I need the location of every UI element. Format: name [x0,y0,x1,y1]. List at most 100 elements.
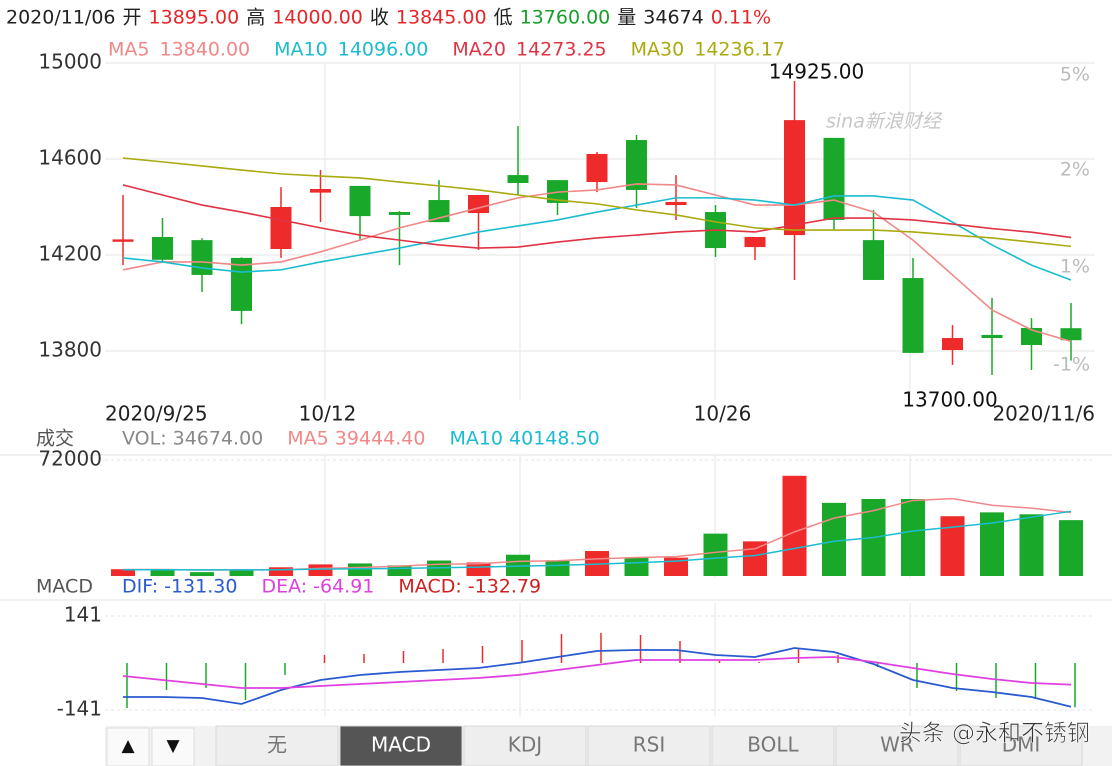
x-tick-label: 2020/11/6 [992,402,1095,426]
candle-body [191,240,213,275]
header-item: 量 [617,7,636,29]
arrow-label[interactable]: ▼ [166,736,180,756]
legend-value: -64.91 [313,576,374,598]
tab[interactable] [835,725,959,766]
volume-bar [1059,520,1083,576]
volume-bar [664,557,688,576]
volume-bar [822,502,846,576]
tab[interactable] [587,725,711,766]
volume-bar [782,475,807,576]
legend-name: DIF: [122,576,158,598]
x-tick-label: 10/26 [694,402,752,426]
right-axis-label: 5% [1060,64,1090,86]
volume-bar [743,541,767,576]
legend-value: 40148.50 [509,428,600,450]
tab[interactable] [215,725,339,766]
candle-body [863,240,884,280]
legend-name: VOL: [122,428,167,450]
header-item: 14000.00 [272,7,363,29]
header-item: 高 [246,7,265,29]
ma-line [122,195,1072,281]
tab-label[interactable]: RSI [633,733,666,757]
candle-body [270,207,292,249]
tab-label[interactable]: BOLL [747,733,799,757]
volume-bar [545,560,570,576]
tab-label[interactable]: 无 [267,733,287,757]
candle-body [1060,328,1082,341]
volume-bar [901,498,925,576]
candle-body [981,334,1003,339]
candle-body [152,237,173,260]
tab-label[interactable]: KDJ [508,733,542,757]
high-label: 14925.00 [769,60,864,84]
watermark: 头条 @永和不锈钢 [899,721,1090,747]
volume-bar [348,563,372,576]
tab-label[interactable]: WR [880,733,914,757]
volume-bar [940,516,965,576]
y-tick-label: 72000 [38,447,102,471]
header-item: 低 [494,7,513,29]
ma-line [122,183,1072,343]
legend-name: DEA: [261,576,307,598]
candle-body [586,153,608,183]
candle-body [823,137,845,220]
arrow-label[interactable]: ▲ [121,736,135,756]
legend-name: MA30 [631,39,685,61]
y-tick-label: 14200 [38,242,102,266]
volume-bar [308,564,333,576]
y-tick-label: -141 [57,697,102,721]
tab[interactable] [463,725,587,766]
legend-value: 13840.00 [159,39,250,61]
arrow-button[interactable] [151,727,195,766]
y-tick-label: 15000 [38,50,102,74]
y-tick-label: 141 [64,603,102,627]
tab[interactable] [959,725,1083,766]
tab[interactable] [711,725,835,766]
candle-body [665,201,687,206]
candle-body [942,338,963,351]
volume-bar [1019,514,1044,576]
candle-body [310,189,331,193]
tab[interactable] [339,725,463,766]
legend-value: 34674.00 [173,428,264,450]
candle-body [626,140,647,190]
low-label: 13700.00 [902,388,997,412]
arrow-button[interactable] [106,727,150,766]
volume-bar [229,570,254,576]
volume-bar [150,569,175,576]
header-item: 收 [370,7,389,29]
ma-line [122,184,1072,249]
volume-bar [269,567,293,576]
x-tick-label: 2020/9/25 [105,402,208,426]
legend-value: 14273.25 [516,39,607,61]
volume-bar [466,562,491,576]
y-tick-label: 14600 [38,146,102,170]
volume-bar [703,533,728,576]
panel-label: MACD [36,576,93,598]
tab-label[interactable]: DMI [1002,733,1041,757]
tab-label[interactable]: MACD [371,733,431,757]
legend-name: MA10 [274,39,328,61]
right-axis-label: 2% [1060,159,1090,181]
x-tick-label: 10/12 [299,402,357,426]
y-tick-label: 13800 [38,338,102,362]
candle-body [744,237,766,248]
header-item: 2020/11/06 [6,7,116,29]
macd-line [123,647,1072,708]
candle-body [112,239,134,242]
candle-body [902,278,924,353]
volume-bar [387,565,412,576]
header-item: 13895.00 [149,7,240,29]
header-item: 34674 [643,7,703,29]
candle-body [349,185,371,217]
legend-value: 14236.17 [694,39,785,61]
panel-label: 成交 [36,428,74,450]
legend-value: 14096.00 [338,39,429,61]
legend-name: MA5 [108,39,149,61]
legend-name: MACD: [398,576,461,598]
header-item: 开 [123,7,142,29]
watermark: sina新浪财经 [826,111,943,133]
legend-name: MA5 [287,428,328,450]
volume-bar [624,557,649,576]
